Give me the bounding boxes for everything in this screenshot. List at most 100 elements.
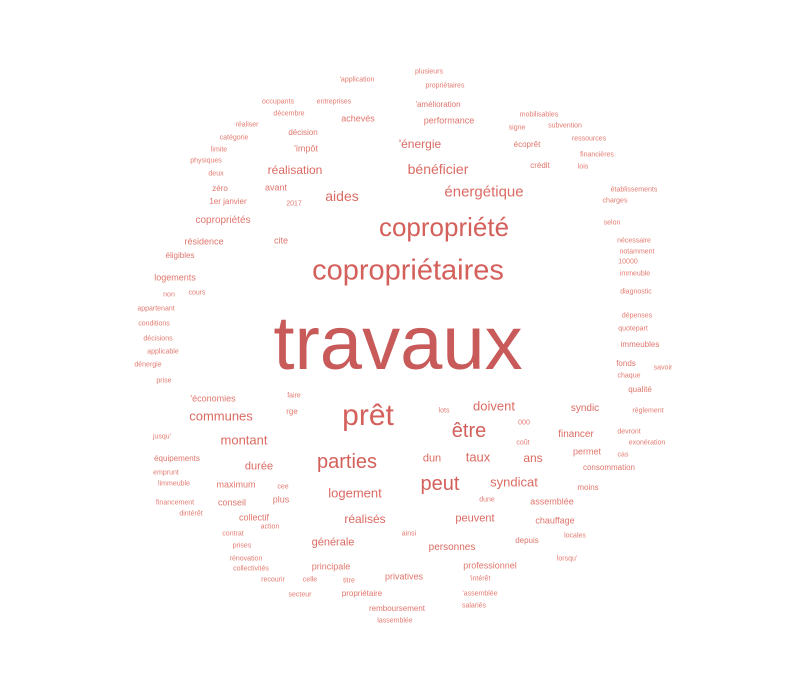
word: 'application <box>339 76 375 84</box>
word: aides <box>325 188 359 204</box>
word: 'énergie <box>398 137 442 151</box>
word: assemblée <box>530 496 574 507</box>
word: notamment <box>619 248 655 256</box>
word: dintérêt <box>179 510 203 518</box>
word: locales <box>564 532 586 540</box>
word: propriétaires <box>425 82 465 90</box>
word: copropriétaires <box>312 254 504 287</box>
word: entreprises <box>316 98 352 106</box>
word: contrat <box>222 530 244 538</box>
word: catégorie <box>219 134 249 142</box>
word: secteur <box>288 591 312 599</box>
word: faire <box>287 392 301 400</box>
word: montant <box>220 432 268 448</box>
word: action <box>260 523 280 531</box>
word: diagnostic <box>620 288 652 296</box>
word: exonération <box>628 439 666 447</box>
word: énergétique <box>444 183 524 201</box>
word: salariés <box>461 602 487 610</box>
word: cite <box>273 235 289 246</box>
word: conseil <box>217 497 247 508</box>
word: savoir <box>653 364 673 372</box>
word: ainsi <box>401 530 417 538</box>
word: syndicat <box>490 474 538 490</box>
word: titre <box>343 577 355 585</box>
word: lois <box>577 163 589 171</box>
word: décision <box>288 128 318 137</box>
word: réaliser <box>235 121 259 129</box>
word: 'impôt <box>294 143 318 154</box>
word: collectivités <box>233 565 269 573</box>
word: chauffage <box>535 515 575 526</box>
word: zéro <box>212 184 228 193</box>
word: maximum <box>216 479 256 490</box>
word: lassemblée <box>377 617 413 625</box>
word: physiques <box>190 157 222 165</box>
word: limite <box>210 146 228 154</box>
word: permet <box>572 446 602 457</box>
word: 2017 <box>286 200 302 208</box>
word: réalisation <box>267 163 323 177</box>
word: celle <box>302 576 318 584</box>
word: prise <box>156 377 172 385</box>
word: durée <box>244 460 274 473</box>
word: communes <box>189 408 253 424</box>
word: limmeuble <box>158 480 190 488</box>
word: conditions <box>138 320 170 328</box>
word: prises <box>232 542 252 550</box>
word: bénéficier <box>407 161 469 177</box>
word: copropriété <box>378 212 510 242</box>
word: logement <box>328 485 382 501</box>
word: ans <box>523 451 543 465</box>
word: cas <box>617 451 629 459</box>
word: consommation <box>582 463 636 472</box>
word: emprunt <box>153 469 179 477</box>
word: propriétaire <box>341 589 383 598</box>
word: qualité <box>628 385 652 394</box>
word: appartenant <box>137 305 175 313</box>
word: selon <box>603 219 621 227</box>
word: devront <box>617 428 641 436</box>
word: chaque <box>617 372 641 380</box>
word: moins <box>577 483 599 492</box>
word: copropriétés <box>195 215 251 226</box>
word: achevés <box>341 113 375 124</box>
word: collectif <box>238 512 270 523</box>
word: remboursement <box>368 604 426 613</box>
word: être <box>451 420 487 442</box>
word: dun <box>422 452 442 465</box>
word: professionnel <box>463 560 517 571</box>
word: lorsqu' <box>556 555 578 563</box>
word: travaux <box>273 301 523 386</box>
word: quotepart <box>618 325 648 333</box>
word: charges <box>602 197 628 205</box>
word: cee <box>277 483 289 491</box>
word: parties <box>316 451 378 473</box>
word: logements <box>154 272 196 283</box>
word: 'économies <box>190 393 236 404</box>
word: cours <box>188 289 206 297</box>
word: crédit <box>530 161 550 170</box>
word: financement <box>155 499 195 507</box>
word: fonds <box>616 359 636 368</box>
word: règlement <box>632 407 664 415</box>
word: 'amélioration <box>415 100 461 109</box>
word: éligibles <box>165 251 195 260</box>
word: peuvent <box>455 512 495 525</box>
word: signe <box>508 124 526 132</box>
word: doivent <box>473 398 515 414</box>
word: prêt <box>342 399 394 432</box>
word: dénergie <box>134 361 162 369</box>
word: décembre <box>273 110 305 118</box>
word: résidence <box>184 236 224 247</box>
word: personnes <box>428 542 476 553</box>
word: 1er janvier <box>209 197 247 206</box>
word: générale <box>311 536 355 549</box>
word: performance <box>423 115 475 126</box>
word: écoprêt <box>513 140 541 149</box>
word: équipements <box>154 454 200 463</box>
word: peut <box>420 473 460 495</box>
word: nécessaire <box>617 237 651 245</box>
word: établissements <box>610 186 658 194</box>
